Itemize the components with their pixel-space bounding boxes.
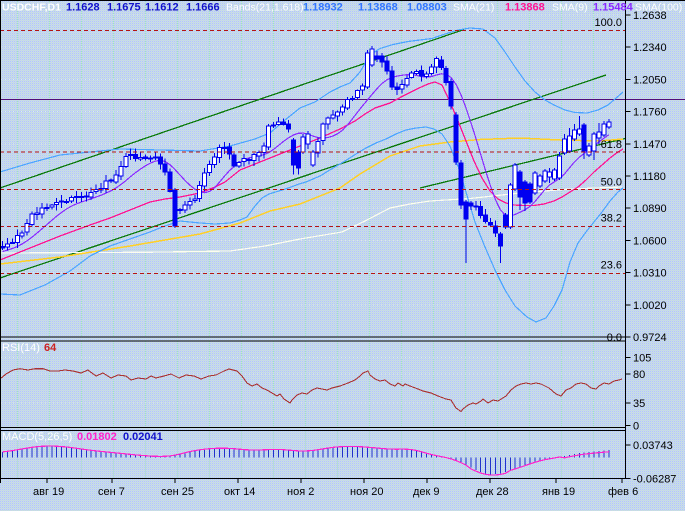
svg-text:1.0600: 1.0600	[633, 235, 667, 247]
svg-text:сен 25: сен 25	[161, 486, 194, 498]
svg-text:USDCHF,D1: USDCHF,D1	[2, 2, 61, 14]
svg-text:1.13868: 1.13868	[505, 2, 545, 14]
svg-text:1.1675: 1.1675	[107, 2, 141, 14]
svg-text:1.0310: 1.0310	[633, 268, 667, 280]
svg-text:1.08803: 1.08803	[407, 2, 447, 14]
svg-text:SMA(100): SMA(100)	[635, 2, 682, 14]
svg-text:1.15484: 1.15484	[593, 2, 634, 14]
svg-text:0.0: 0.0	[607, 332, 622, 344]
svg-text:1.18932: 1.18932	[303, 2, 343, 14]
svg-text:100.0: 100.0	[594, 17, 622, 29]
svg-text:105: 105	[633, 353, 651, 365]
svg-text:дек 9: дек 9	[413, 486, 440, 498]
svg-text:0.03743: 0.03743	[633, 440, 673, 452]
svg-text:1.1612: 1.1612	[145, 2, 179, 14]
svg-text:1.0020: 1.0020	[633, 300, 667, 312]
svg-text:1.1470: 1.1470	[633, 139, 667, 151]
svg-text:50.0: 50.0	[601, 177, 622, 189]
svg-text:SMA(21): SMA(21)	[453, 2, 494, 14]
svg-text:ноя 20: ноя 20	[350, 486, 383, 498]
svg-text:SMA(9): SMA(9)	[552, 2, 588, 14]
svg-text:ноя 2: ноя 2	[287, 486, 314, 498]
svg-text:дек 28: дек 28	[476, 486, 509, 498]
svg-text:1.0890: 1.0890	[633, 203, 667, 215]
svg-text:RSI(14): RSI(14)	[2, 342, 40, 354]
svg-text:Bands(21,1.618): Bands(21,1.618)	[226, 2, 304, 14]
svg-text:1.2340: 1.2340	[633, 42, 667, 54]
svg-text:1.2638: 1.2638	[633, 10, 667, 22]
svg-text:1.1628: 1.1628	[66, 2, 100, 14]
svg-text:1.1180: 1.1180	[633, 171, 666, 183]
svg-text:23.6: 23.6	[601, 260, 622, 272]
svg-text:38.2: 38.2	[601, 213, 622, 225]
svg-text:-0.06287: -0.06287	[633, 474, 676, 486]
svg-text:80: 80	[633, 369, 645, 381]
svg-text:окт 14: окт 14	[224, 486, 255, 498]
svg-text:61.8: 61.8	[601, 139, 622, 151]
svg-text:35: 35	[633, 398, 645, 410]
svg-text:0.9724: 0.9724	[633, 332, 667, 344]
svg-text:0: 0	[633, 421, 639, 433]
svg-text:MACD(5,26,5): MACD(5,26,5)	[2, 431, 72, 443]
svg-text:сен 7: сен 7	[98, 486, 125, 498]
svg-text:0.02041: 0.02041	[123, 431, 163, 443]
svg-text:1.2050: 1.2050	[633, 74, 667, 86]
svg-text:1.1666: 1.1666	[186, 2, 220, 14]
svg-text:фев 6: фев 6	[608, 486, 638, 498]
svg-text:0.01802: 0.01802	[77, 431, 117, 443]
svg-text:1.1760: 1.1760	[633, 106, 667, 118]
svg-text:64: 64	[44, 342, 57, 354]
svg-text:1.13868: 1.13868	[358, 2, 398, 14]
svg-text:янв 19: янв 19	[542, 486, 575, 498]
svg-text:авг 19: авг 19	[33, 486, 64, 498]
